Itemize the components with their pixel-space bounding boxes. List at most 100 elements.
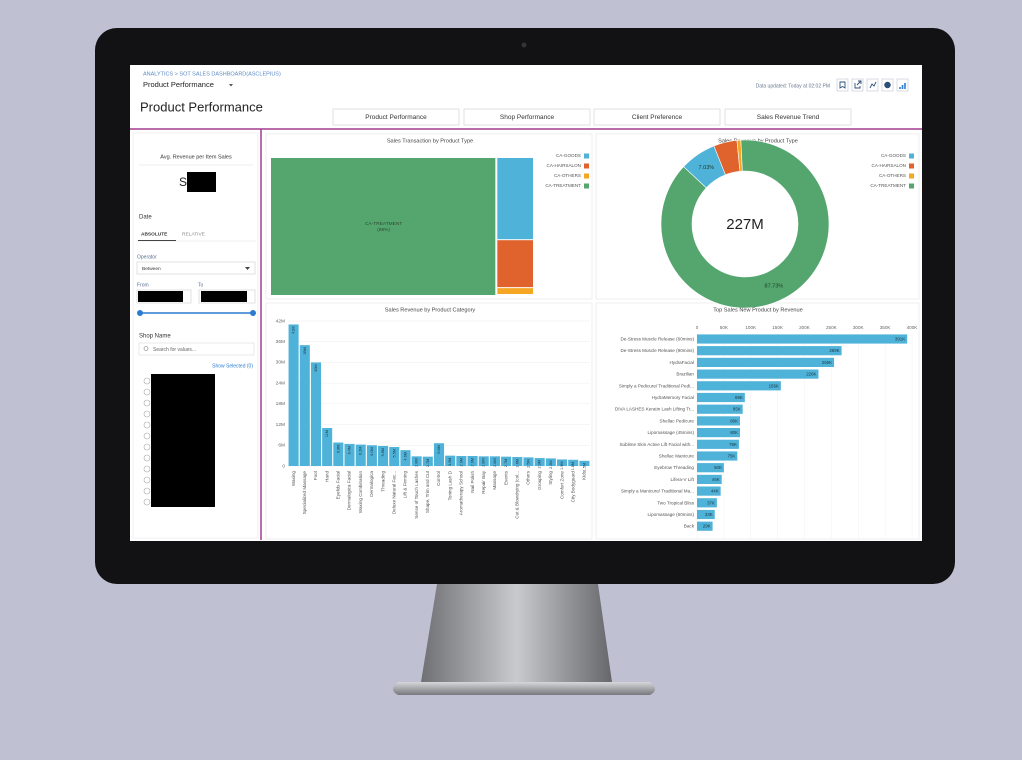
slider-handle[interactable] (250, 310, 256, 316)
checkbox[interactable] (143, 399, 151, 407)
slice-label: 87.73% (765, 284, 784, 290)
x-tick-label: Shape, Trim and Cut (425, 470, 430, 513)
filter-panel (132, 132, 259, 539)
legend-label: CA-GOODS (556, 153, 581, 158)
x-tick-label: 150K (772, 325, 784, 330)
tab-label[interactable]: Product Performance (365, 114, 427, 121)
bar (697, 346, 842, 356)
redaction (151, 374, 215, 507)
icon-chart (899, 83, 906, 89)
checkbox[interactable] (143, 410, 151, 418)
dropdown-caret[interactable] (229, 84, 233, 87)
page-select[interactable]: Product Performance (143, 80, 214, 89)
operator-dropdown[interactable] (136, 261, 256, 275)
bar (697, 392, 745, 403)
bar-value-label: 80K (730, 418, 738, 423)
x-tick-label: 0 (696, 325, 699, 330)
x-tick-label: Control (436, 471, 441, 486)
checkbox[interactable] (143, 476, 151, 484)
bar-value-label: 269K (829, 348, 839, 353)
y-tick-label: De-Stress Muscle Release (90mins) (620, 348, 694, 353)
bar (697, 474, 722, 484)
bar-value-label: 6.2M (359, 447, 363, 455)
x-tick-label: Nail Polish (470, 471, 475, 493)
tile-value: (86%) (377, 227, 390, 233)
checkbox[interactable] (143, 454, 151, 462)
treemap-tile (497, 288, 533, 294)
icon-share (854, 80, 862, 89)
y-tick-label: Lipomassage (60mins) (648, 512, 695, 517)
bar (355, 444, 366, 466)
bar (579, 460, 590, 466)
x-tick-label: 400K (907, 325, 919, 330)
search-box[interactable] (138, 342, 255, 356)
bar-value-label: 11M (325, 430, 329, 437)
treemap-tile (271, 158, 496, 295)
tab[interactable] (593, 108, 721, 126)
legend-label: CA-OTHERS (554, 173, 581, 178)
bar-value-label: 50K (714, 465, 722, 470)
icon-button[interactable] (836, 78, 849, 92)
bar (411, 456, 422, 466)
checkbox[interactable] (143, 388, 151, 396)
bar (523, 457, 534, 466)
bar-value-label: 156K (769, 383, 779, 388)
bar (697, 439, 739, 449)
slider-handle[interactable] (137, 310, 143, 316)
tab[interactable] (724, 108, 852, 126)
camera (521, 42, 527, 48)
tab-label[interactable]: Client Preference (632, 114, 683, 121)
checkbox[interactable] (143, 377, 151, 385)
chart-panel (265, 302, 593, 540)
tab[interactable] (332, 108, 460, 126)
bar-value-label: 1.5M (582, 463, 586, 471)
tab-label[interactable]: Shop Performance (500, 114, 555, 121)
breadcrumb[interactable]: ANALYTICS > SOT SALES DASHBOARD(ASCLEPIU… (143, 71, 281, 77)
date-mode-tab[interactable]: ABSOLUTE (141, 231, 168, 237)
treemap-tile (497, 240, 533, 288)
legend-swatch (909, 153, 914, 159)
y-tick-label: HydraMemory Facial (652, 395, 694, 400)
checkbox[interactable] (143, 498, 151, 506)
checkbox[interactable] (143, 432, 151, 440)
checkbox[interactable] (143, 421, 151, 429)
from-label: From (137, 282, 149, 288)
bar (433, 443, 445, 466)
bar (697, 498, 717, 508)
tab-label[interactable]: Sales Revenue Trend (757, 114, 820, 121)
x-tick-label: Sense of Touch Lashes (414, 470, 419, 518)
bar-value-label: 3.0M (448, 458, 452, 466)
bar-value-label: 2.2M (549, 460, 553, 468)
icon-button[interactable] (851, 78, 864, 92)
bar (445, 455, 456, 466)
y-tick-label: Brazilian (676, 372, 694, 377)
bar-value-label: 1.9M (560, 461, 564, 469)
bar (478, 456, 489, 466)
y-tick-label: 12M (276, 422, 285, 428)
x-tick-label: Deluxe Natural Fac... (391, 471, 396, 514)
tab[interactable] (463, 108, 591, 126)
bar (422, 456, 433, 466)
bar-value-label: 6.6M (437, 445, 441, 453)
bar-value-label: 33K (705, 512, 713, 517)
x-tick-label: Kids (582, 470, 587, 480)
x-tick-label: Styling (548, 471, 553, 485)
bar (400, 450, 411, 466)
show-selected[interactable]: Show Selected (0) (212, 363, 253, 369)
bar-value-label: 6.8M (336, 445, 340, 453)
bar-value-label: 2.7M (504, 459, 508, 467)
y-tick-label: HydraFacial (669, 360, 694, 365)
x-tick-label: Lift & Firming (403, 471, 408, 499)
checkbox[interactable] (143, 487, 151, 495)
date-mode-tab[interactable]: RELATIVE (182, 231, 205, 237)
checkbox[interactable] (143, 465, 151, 473)
icon-button[interactable] (896, 78, 909, 92)
icon-button[interactable] (881, 78, 894, 92)
icon-button[interactable] (866, 78, 879, 92)
x-tick-label: 300K (853, 325, 865, 330)
legend-swatch (584, 183, 589, 189)
checkbox[interactable] (143, 443, 151, 451)
search-placeholder: Search for values... (153, 347, 196, 353)
bar-value-label: 5.5M (392, 449, 396, 457)
slice-label: 7.03% (699, 165, 715, 171)
